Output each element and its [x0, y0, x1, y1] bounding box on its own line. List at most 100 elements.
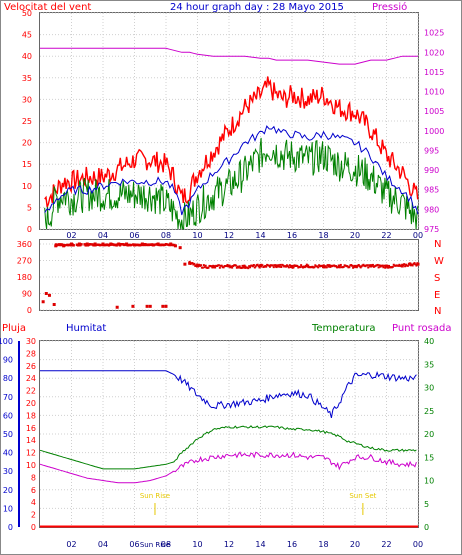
direction-point — [376, 263, 379, 266]
direction-point — [369, 265, 372, 268]
rain-y-tick-10: 10 — [26, 461, 36, 470]
direction-point — [173, 244, 177, 248]
direction-point — [148, 304, 152, 308]
rain-y-tick-18: 18 — [26, 411, 36, 420]
direction-point — [403, 263, 406, 266]
climate-x-tick-14: 14 — [255, 540, 265, 549]
direction-point — [303, 266, 306, 269]
direction-point — [329, 265, 332, 268]
direction-point — [235, 266, 238, 269]
direction-point — [406, 264, 409, 267]
temperature-y-tick-5: 5 — [424, 500, 429, 509]
direction-point — [230, 265, 233, 268]
direction-y-tick-0: 0 — [27, 306, 32, 315]
humidity-line — [40, 370, 417, 419]
direction-point — [378, 264, 381, 267]
wind-x-tick-12: 12 — [224, 231, 234, 240]
rain-y-tick-26: 26 — [26, 362, 36, 371]
direction-point — [272, 266, 275, 269]
direction-point — [386, 264, 389, 267]
direction-point — [44, 292, 48, 295]
pressure-y-tick-990: 990 — [424, 166, 439, 175]
direction-point — [397, 264, 400, 267]
direction-point — [357, 264, 360, 267]
direction-point — [152, 243, 156, 247]
direction-point — [222, 266, 225, 269]
direction-point — [191, 262, 194, 265]
direction-point — [259, 264, 262, 268]
direction-point — [238, 265, 241, 268]
direction-point — [80, 243, 83, 246]
direction-point — [342, 265, 345, 268]
direction-point — [371, 263, 374, 266]
wind-y-tick-40: 40 — [22, 52, 32, 61]
direction-point — [327, 265, 330, 268]
climate-x-tick-00: 00 — [413, 540, 423, 549]
climate-x-tick-06: 06 — [129, 540, 139, 549]
direction-point — [352, 266, 355, 269]
dir-letter-w: W — [434, 256, 444, 267]
wind-x-tick-16: 16 — [287, 231, 297, 240]
direction-point — [277, 264, 280, 267]
direction-point — [324, 265, 327, 268]
pressure-y-tick-975: 975 — [424, 225, 439, 234]
wind-gust-line — [44, 76, 419, 208]
rain-y-tick-24: 24 — [26, 374, 36, 383]
temperature-y-tick-30: 30 — [424, 384, 434, 393]
dewpoint-line — [39, 451, 417, 484]
direction-point — [338, 266, 341, 269]
direction-y-tick-270: 270 — [17, 257, 32, 266]
direction-point — [183, 262, 187, 266]
direction-point — [164, 304, 168, 308]
climate-x-tick-02: 02 — [66, 540, 76, 549]
direction-point — [290, 265, 293, 268]
direction-point — [318, 264, 321, 267]
direction-point — [383, 264, 386, 267]
humidity-label: Humitat — [66, 323, 106, 334]
climate-x-tick-10: 10 — [192, 540, 202, 549]
direction-point — [88, 243, 92, 246]
direction-point — [115, 305, 119, 309]
temperature-y-tick-20: 20 — [424, 430, 434, 439]
direction-point — [299, 266, 302, 269]
direction-point — [377, 266, 380, 269]
rain-y-tick-22: 22 — [26, 387, 36, 396]
direction-point — [72, 244, 75, 247]
direction-point — [252, 264, 255, 267]
climate-x-tick-22: 22 — [381, 540, 391, 549]
dir-letter-s: S — [434, 273, 440, 284]
humidity-y-tick-60: 60 — [3, 411, 13, 420]
sunrise-label: Sun Rise — [140, 492, 170, 500]
direction-letters: N W S E N — [434, 239, 444, 317]
direction-point — [323, 266, 326, 269]
dewpoint-label: Punt rosada — [392, 323, 451, 334]
direction-point — [248, 265, 251, 268]
pressure-label: Pressió — [372, 1, 407, 13]
direction-point — [116, 243, 119, 246]
pressure-y-tick-980: 980 — [424, 205, 439, 214]
direction-point — [258, 266, 261, 269]
direction-point — [172, 243, 176, 247]
direction-point — [178, 246, 182, 250]
direction-point — [400, 264, 403, 267]
direction-point — [408, 262, 411, 265]
direction-y-tick-90: 90 — [22, 290, 32, 299]
direction-point — [268, 264, 271, 267]
direction-point — [279, 263, 282, 266]
wind-y-tick-25: 25 — [22, 117, 32, 126]
wind-y-tick-15: 15 — [22, 160, 32, 169]
wind-x-tick-02: 02 — [66, 231, 76, 240]
direction-point — [326, 264, 329, 267]
direction-point — [254, 265, 257, 268]
direction-point — [411, 264, 414, 267]
direction-point — [362, 263, 365, 266]
sunrise-axis-note: Sun Rise — [140, 541, 170, 549]
direction-point — [382, 266, 385, 269]
direction-point — [287, 266, 290, 269]
climate-x-tick-20: 20 — [350, 540, 360, 549]
humidity-y-tick-90: 90 — [3, 356, 13, 365]
wind-low-line — [44, 137, 419, 230]
direction-point — [354, 265, 357, 268]
direction-point — [225, 265, 228, 268]
humidity-y-tick-70: 70 — [3, 393, 13, 402]
